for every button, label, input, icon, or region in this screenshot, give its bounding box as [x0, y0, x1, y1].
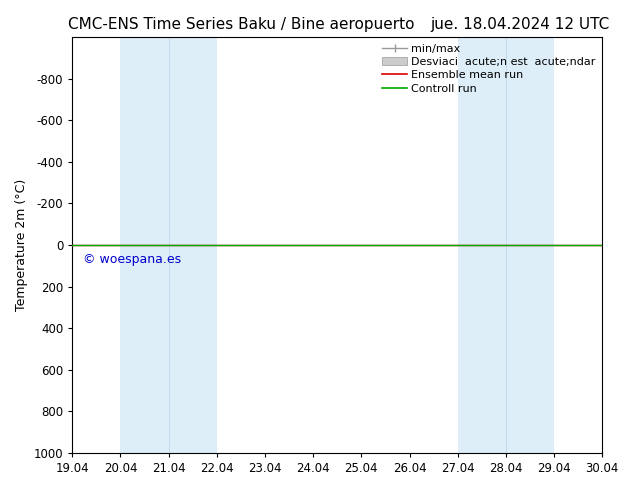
Legend: min/max, Desviaci  acute;n est  acute;ndar, Ensemble mean run, Controll run: min/max, Desviaci acute;n est acute;ndar… [378, 39, 600, 98]
Bar [120, 37, 217, 453]
Bar [602, 37, 626, 453]
Text: jue. 18.04.2024 12 UTC: jue. 18.04.2024 12 UTC [430, 17, 609, 32]
Text: © woespana.es: © woespana.es [83, 253, 181, 266]
Bar [458, 37, 554, 453]
Text: CMC-ENS Time Series Baku / Bine aeropuerto: CMC-ENS Time Series Baku / Bine aeropuer… [68, 17, 414, 32]
Y-axis label: Temperature 2m (°C): Temperature 2m (°C) [15, 179, 28, 311]
